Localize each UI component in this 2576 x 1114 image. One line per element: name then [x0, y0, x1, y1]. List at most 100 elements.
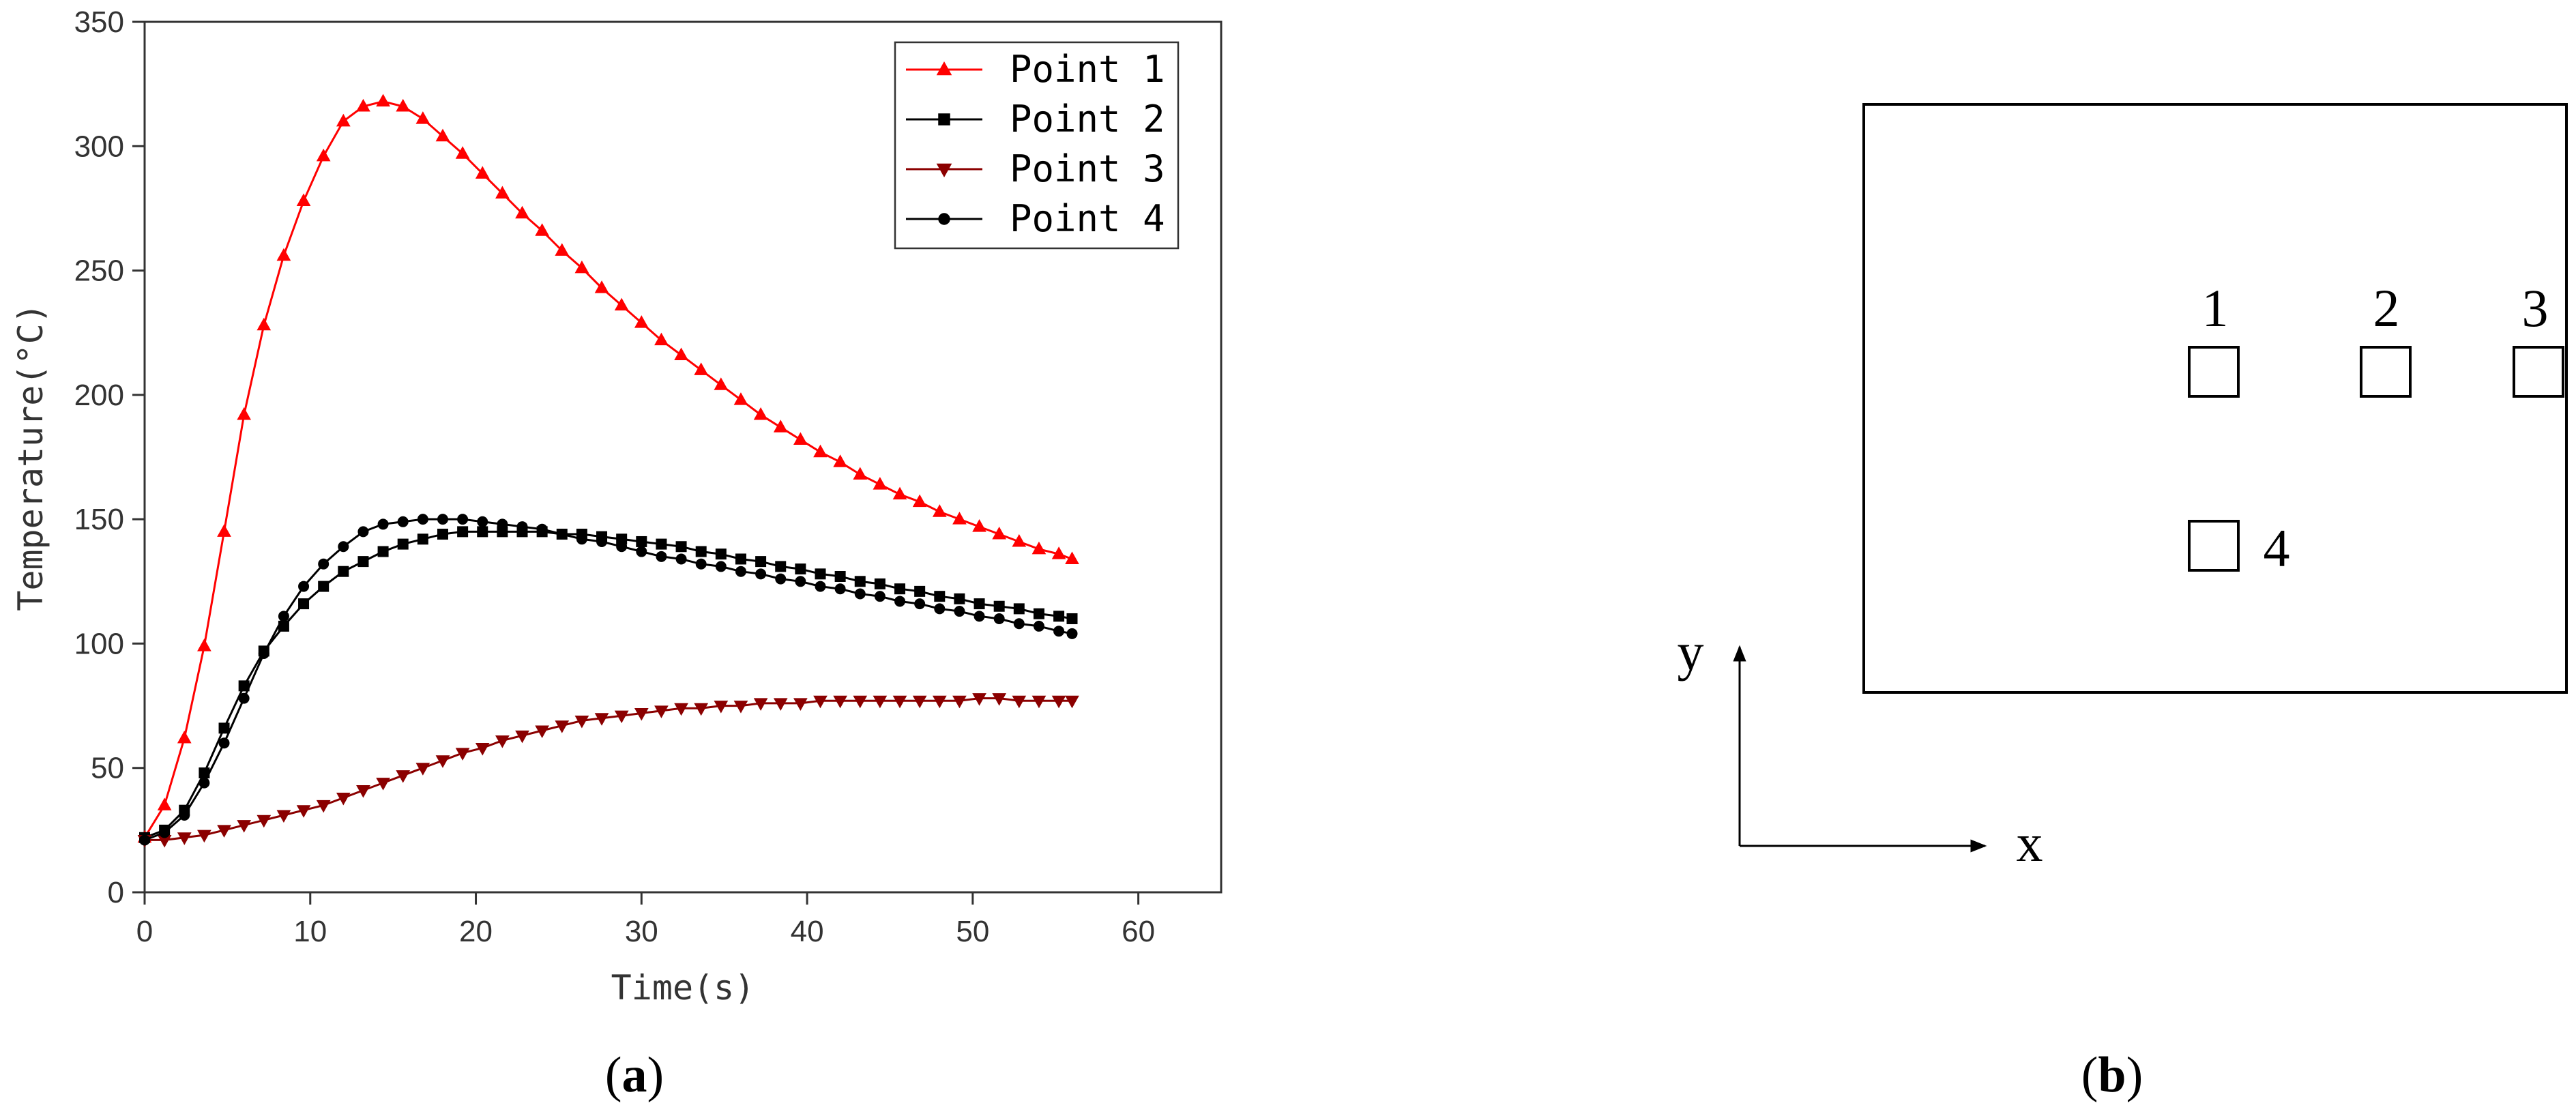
series-3-point-21 — [555, 720, 570, 733]
series-4-point-33 — [795, 576, 806, 587]
series-4-point-34 — [815, 581, 826, 592]
series-1-point-40 — [932, 504, 947, 517]
series-3-point-28 — [694, 703, 709, 716]
series-2-point-40 — [934, 591, 946, 602]
series-3-point-33 — [793, 698, 808, 711]
legend-label-3: Point 3 — [1010, 147, 1165, 190]
series-2-point-8 — [298, 598, 310, 610]
point-4-label: 4 — [2264, 518, 2290, 578]
series-4-point-10 — [338, 541, 349, 553]
series-1-point-6 — [257, 317, 272, 331]
series-2-point-4 — [218, 722, 230, 734]
series-1-point-13 — [396, 98, 411, 112]
series-4-point-12 — [377, 518, 389, 530]
series-4-point-22 — [576, 533, 587, 545]
y-tick-label-50: 50 — [91, 752, 124, 785]
series-3-point-26 — [654, 705, 669, 718]
series-3-point-18 — [495, 735, 510, 748]
series-2-point-12 — [377, 546, 389, 557]
series-1-point-3 — [197, 639, 211, 651]
series-1-point-16 — [455, 146, 470, 159]
series-4-point-19 — [516, 521, 528, 533]
series-4-point-46 — [1053, 626, 1065, 637]
x-axis-title: Time(s) — [611, 968, 755, 1008]
series-3-point-38 — [892, 695, 907, 709]
series-3-point-11 — [356, 785, 370, 798]
series-2-point-32 — [775, 561, 787, 572]
legend-swatch-marker-4 — [938, 213, 950, 225]
series-2-point-29 — [715, 548, 727, 560]
series-4-point-17 — [477, 516, 488, 527]
series-1-point-15 — [435, 128, 450, 142]
point-location-diagram: 1 2 3 4 y x — [1678, 103, 2568, 873]
series-4-point-40 — [934, 603, 946, 615]
series-2-point-26 — [656, 538, 667, 550]
series-3-point-6 — [257, 815, 272, 828]
series-1-point-27 — [674, 347, 688, 361]
series-3-point-10 — [336, 792, 351, 806]
series-4-point-21 — [556, 529, 568, 540]
series-3-point-35 — [833, 695, 847, 709]
series-3-point-29 — [714, 701, 729, 714]
series-3-point-22 — [574, 715, 589, 729]
series-4-point-26 — [656, 551, 667, 562]
series-4-point-2 — [179, 809, 190, 821]
series-1-point-28 — [694, 362, 709, 375]
panel-b-label: (b) — [2081, 1047, 2143, 1103]
series-1-point-2 — [177, 730, 192, 744]
y-tick-label-250: 250 — [74, 254, 124, 288]
series-4-point-16 — [457, 514, 469, 525]
series-4-point-39 — [914, 598, 926, 610]
series-4-point-31 — [755, 568, 767, 580]
panel-a-letter: a — [622, 1047, 647, 1103]
legend-label-2: Point 2 — [1010, 98, 1165, 141]
series-4-point-29 — [715, 561, 727, 572]
y-axis-ticks: 0 50 100 150 200 250 300 350 — [74, 5, 145, 909]
legend-swatch-marker-2 — [938, 113, 950, 126]
y-tick-label-0: 0 — [108, 876, 124, 909]
series-2-point-44 — [1013, 603, 1025, 615]
y-tick-label-200: 200 — [74, 379, 124, 412]
series-3-point-43 — [992, 693, 1007, 706]
series-3-point-42 — [972, 693, 986, 706]
series-4-point-0 — [139, 834, 150, 846]
series-3-point-8 — [296, 805, 311, 818]
point-3-label: 3 — [2522, 278, 2549, 338]
y-tick-label-350: 350 — [74, 5, 124, 39]
series-4-point-43 — [993, 613, 1005, 624]
series-1-point-31 — [753, 407, 768, 420]
series-4-point-20 — [536, 523, 548, 535]
legend-entry-1: Point 1 — [906, 48, 1165, 91]
series-3-point-32 — [773, 698, 788, 711]
series-1-point-25 — [634, 315, 649, 328]
series-1-point-12 — [376, 93, 390, 107]
series-4 — [139, 514, 1078, 846]
x-tick-label-10: 10 — [293, 915, 327, 948]
y-axis-label: y — [1678, 622, 1704, 681]
series-4-point-44 — [1013, 618, 1025, 630]
x-tick-label-60: 60 — [1122, 915, 1155, 948]
series-4-point-18 — [497, 518, 508, 530]
series-2-point-39 — [914, 585, 926, 597]
x-tick-label-20: 20 — [459, 915, 493, 948]
series-2-point-35 — [834, 570, 846, 582]
x-tick-label-50: 50 — [956, 915, 989, 948]
series-4-point-15 — [437, 514, 448, 525]
series-3-point-44 — [1012, 695, 1027, 709]
series-3-point-16 — [455, 748, 470, 761]
series-1-point-17 — [475, 166, 490, 179]
series-3-point-13 — [396, 770, 411, 783]
series-1-point-42 — [972, 519, 986, 532]
series-1-point-24 — [614, 297, 629, 311]
series-1-point-29 — [714, 377, 729, 390]
point-3-marker — [2513, 346, 2564, 398]
series-3-point-47 — [1065, 695, 1079, 709]
series-3-point-9 — [316, 800, 331, 813]
legend-entry-3: Point 3 — [906, 147, 1165, 190]
series-2-point-34 — [815, 568, 826, 580]
series-4-point-5 — [238, 692, 250, 704]
series-layer — [137, 93, 1079, 848]
series-2-point-28 — [695, 546, 707, 557]
x-axis-ticks: 0 10 20 30 40 50 60 — [136, 892, 1155, 948]
x-axis-label: x — [2017, 813, 2043, 873]
